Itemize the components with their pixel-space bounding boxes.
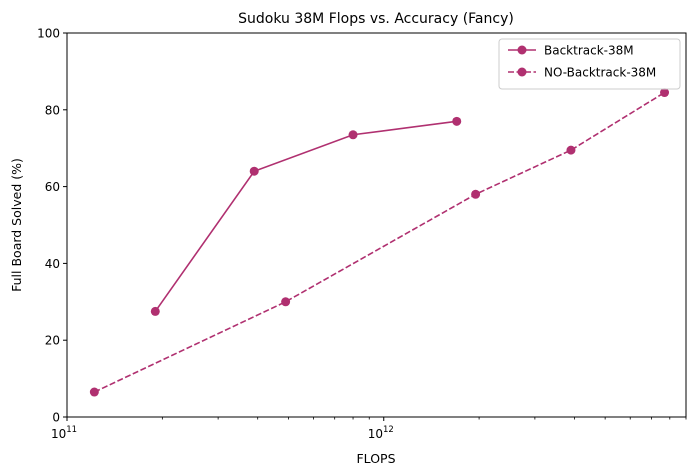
legend-entry: Backtrack-38M <box>508 44 634 58</box>
data-point <box>89 387 99 397</box>
legend-label: NO-Backtrack-38M <box>544 66 656 80</box>
legend-entry: NO-Backtrack-38M <box>508 66 656 80</box>
data-point <box>452 116 462 126</box>
y-tick-label: 60 <box>45 180 60 194</box>
data-point <box>281 297 291 307</box>
legend-box <box>498 38 681 90</box>
legend-label: Backtrack-38M <box>544 44 634 58</box>
data-point <box>249 166 259 176</box>
chart-title: Sudoku 38M Flops vs. Accuracy (Fancy) <box>238 11 514 27</box>
y-tick-label: 100 <box>37 27 60 41</box>
series-line <box>154 120 457 312</box>
data-point <box>660 88 670 98</box>
y-tick-label: 40 <box>45 257 60 271</box>
y-axis-label: Full Board Solved (%) <box>9 158 24 292</box>
x-tick-label: 1012 <box>368 425 394 441</box>
series-1 <box>150 116 462 316</box>
series-2 <box>89 88 670 397</box>
legend: Backtrack-38M NO-Backtrack-38M <box>498 38 681 90</box>
y-tick-label: 0 <box>52 411 60 425</box>
series-layer <box>89 88 670 397</box>
data-point <box>150 306 160 316</box>
plot-frame <box>66 32 687 418</box>
data-point <box>566 145 576 155</box>
legend-marker <box>517 45 527 55</box>
y-tick-label: 80 <box>45 103 60 117</box>
x-tick-label: 1011 <box>51 425 77 441</box>
x-axis-label: FLOPS <box>356 451 395 466</box>
plot-area <box>67 33 686 417</box>
data-point <box>348 130 358 140</box>
y-tick-label: 20 <box>45 334 60 348</box>
data-point <box>471 189 481 199</box>
legend-marker <box>517 67 527 77</box>
